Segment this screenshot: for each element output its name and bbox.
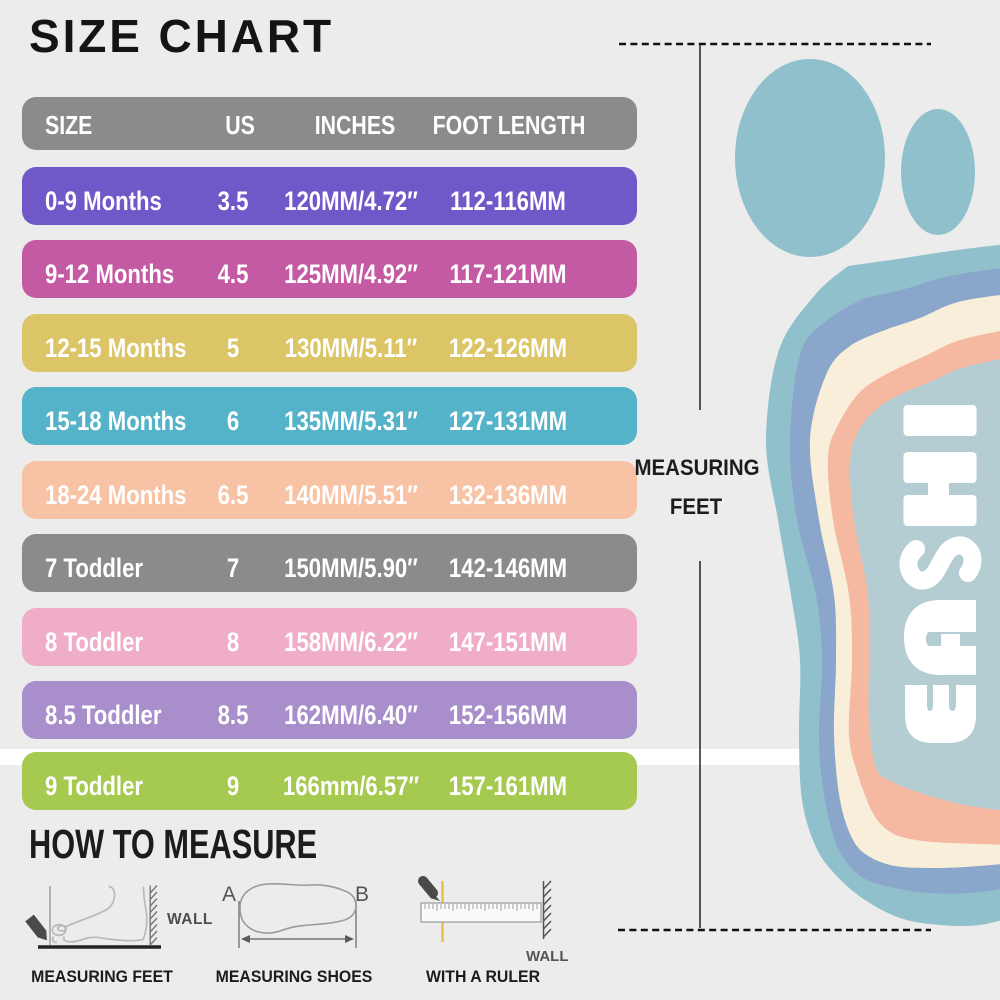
svg-text:WALL: WALL (167, 911, 213, 928)
svg-text:WALL: WALL (526, 948, 569, 965)
svg-text:B: B (355, 883, 369, 906)
svg-text:A: A (222, 883, 236, 906)
